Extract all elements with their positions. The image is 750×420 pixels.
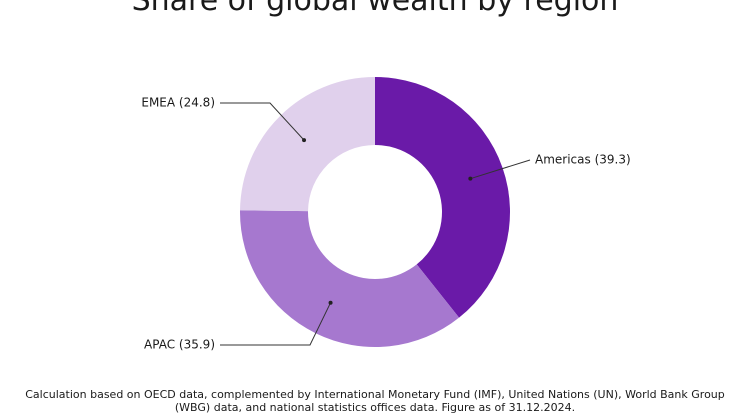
leader-dot bbox=[328, 300, 333, 305]
slice-label: Americas (39.3) bbox=[535, 153, 631, 167]
chart-title: Share of global wealth by region bbox=[132, 0, 619, 18]
footnote: Calculation based on OECD data, compleme… bbox=[25, 388, 725, 401]
footnote: (WBG) data, and national statistics offi… bbox=[175, 401, 575, 414]
leader-line bbox=[220, 102, 305, 141]
leader-line bbox=[220, 302, 332, 346]
leader-line bbox=[470, 159, 531, 180]
slice-label: APAC (35.9) bbox=[144, 338, 215, 352]
donut-slice bbox=[240, 77, 375, 212]
leader-dot bbox=[302, 138, 307, 143]
donut-slice bbox=[375, 77, 510, 318]
slice-label: EMEA (24.8) bbox=[141, 96, 215, 110]
donut-slice bbox=[240, 210, 460, 348]
leader-dot bbox=[468, 176, 473, 181]
